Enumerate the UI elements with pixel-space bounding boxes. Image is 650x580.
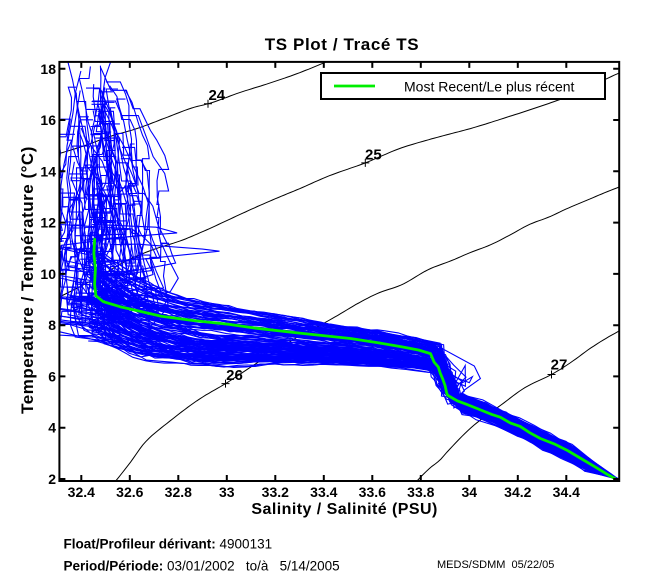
svg-text:27: 27 [551,357,568,374]
svg-text:16: 16 [40,112,56,128]
svg-text:26: 26 [226,367,243,384]
svg-text:Period/Période: 03/01/2002 t: Period/Période: 03/01/2002 to/à 5/14/200… [64,558,340,573]
svg-text:Salinity / Salinité (PSU): Salinity / Salinité (PSU) [251,501,437,518]
svg-text:8: 8 [48,317,56,333]
svg-text:Most Recent/Le plus récent: Most Recent/Le plus récent [404,78,575,94]
svg-text:33.2: 33.2 [262,484,289,500]
svg-text:12: 12 [40,215,56,231]
svg-text:25: 25 [365,147,382,164]
svg-text:34.2: 34.2 [504,484,531,500]
svg-text:33.6: 33.6 [359,484,386,500]
svg-text:24: 24 [208,87,225,104]
svg-text:32.4: 32.4 [68,484,95,500]
svg-text:33: 33 [219,484,235,500]
svg-text:34: 34 [462,484,478,500]
svg-text:18: 18 [40,61,56,77]
svg-text:33.4: 33.4 [310,484,337,500]
svg-text:32.6: 32.6 [116,484,143,500]
svg-text:4: 4 [48,420,56,436]
svg-text:34.4: 34.4 [553,484,580,500]
svg-text:6: 6 [48,368,56,384]
svg-text:Float/Profileur dérivant: 4900: Float/Profileur dérivant: 4900131 [64,536,273,551]
svg-text:10: 10 [40,266,56,282]
svg-text:2: 2 [48,471,56,487]
svg-text:TS Plot / Tracé TS: TS Plot / Tracé TS [265,35,419,54]
svg-text:Temperature / Température (°C): Temperature / Température (°C) [18,146,37,414]
svg-text:32.8: 32.8 [165,484,192,500]
svg-text:33.8: 33.8 [407,484,434,500]
svg-text:MEDS/SDMM 05/22/05: MEDS/SDMM 05/22/05 [437,559,554,571]
svg-text:14: 14 [40,163,56,179]
